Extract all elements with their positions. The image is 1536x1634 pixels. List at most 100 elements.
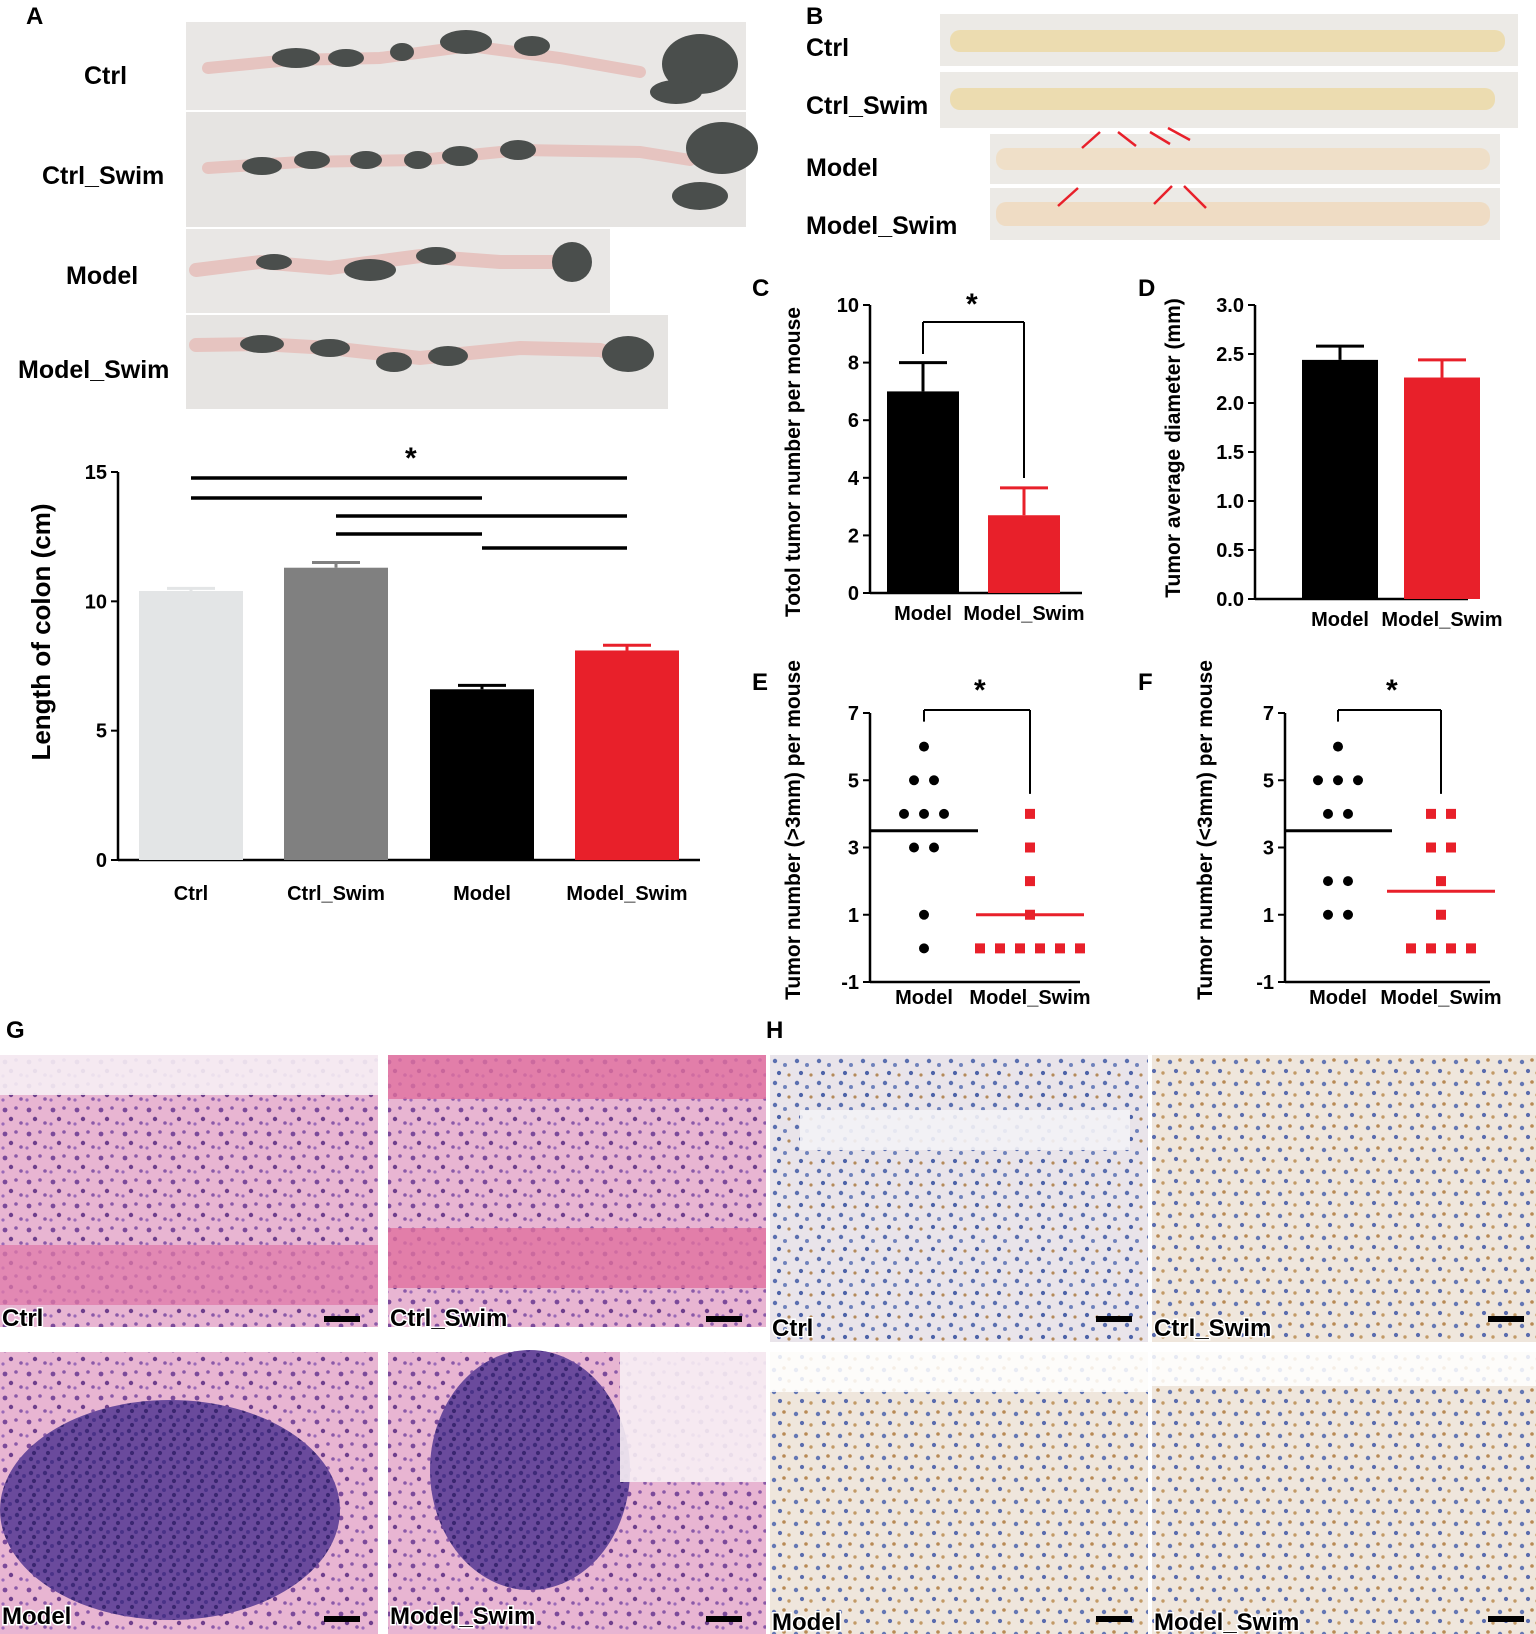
chart-E-point-model <box>929 775 939 786</box>
panel-b-photos: Ctrl Ctrl_Swim Model Model_Swim <box>806 14 1518 240</box>
chart-F-point-model-swim <box>1426 808 1436 819</box>
chart-D-ytick-label: 1.5 <box>1216 442 1244 464</box>
tumor-arrows <box>1057 126 1207 209</box>
he-label-ctrl-swim: Ctrl_Swim <box>390 1305 507 1332</box>
he-label-model: Model <box>2 1603 71 1630</box>
he-ctrl-swim-muscle-2 <box>388 1228 766 1288</box>
chart-E-category-label: Model <box>895 987 953 1009</box>
ihc-model-image <box>770 1352 1148 1634</box>
chart-D-category-label: Model_Swim <box>1381 609 1502 631</box>
chart-A-category-label: Ctrl_Swim <box>287 883 385 905</box>
chart-E-point-model <box>909 842 919 853</box>
chart-D-bar <box>1302 359 1378 599</box>
photo-label-a-model: Model <box>66 262 138 290</box>
chart-F-point-model-swim <box>1426 943 1436 954</box>
chart-F-point-model-swim <box>1446 842 1456 853</box>
panel-a-photos: Ctrl Ctrl_Swim Model Model_Swim <box>18 22 758 409</box>
photo-label-b-ctrl-swim: Ctrl_Swim <box>806 92 928 120</box>
chart-F-point-model <box>1343 876 1353 887</box>
chart-F-ytick-label: 5 <box>1263 770 1274 792</box>
chart-E-point-model <box>919 909 929 920</box>
chart-C-category-label: Model_Swim <box>963 603 1084 625</box>
chart-e-ylabel: Tumor number (>3mm) per mouse <box>782 660 805 1000</box>
photo-label-b-ctrl: Ctrl <box>806 34 849 62</box>
ihc-ctrl-lumen <box>800 1110 1130 1150</box>
chart-E-point-model-swim <box>1025 808 1035 819</box>
panel-letter-e: E <box>752 669 768 696</box>
ihc-model-swim-image <box>1152 1352 1536 1634</box>
scale-bar-h1 <box>1096 1316 1132 1322</box>
chart-E-point-model-swim <box>1035 943 1045 954</box>
chart-A-ytick-label: 15 <box>85 462 107 484</box>
chart-F-ytick-label: 1 <box>1263 905 1274 927</box>
chart-C-ytick-label: 8 <box>848 353 859 375</box>
chart-D-ytick-label: 1.0 <box>1216 491 1244 513</box>
chart-F-point-model-swim <box>1436 909 1446 920</box>
chart-F-point-model <box>1353 775 1363 786</box>
chart-A-ytick-label: 5 <box>96 721 107 743</box>
ihc-ctrl-swim-image <box>1152 1055 1536 1342</box>
chart-F-category-label: Model_Swim <box>1380 987 1501 1009</box>
chart-E-point-model-swim <box>1025 842 1035 853</box>
chart-c-significance: * <box>966 288 978 321</box>
chart-E-point-model-swim <box>975 943 985 954</box>
chart-E-ytick-label: 5 <box>848 770 859 792</box>
chart-F-point-model <box>1343 808 1353 819</box>
panel-g-he: Ctrl Ctrl_Swim Model Model_Swim <box>0 1055 766 1634</box>
chart-F-point-model <box>1343 909 1353 920</box>
stool-a-ctrl <box>272 30 738 104</box>
photo-label-a-model-swim: Model_Swim <box>18 356 169 384</box>
chart-A-ytick-label: 0 <box>96 850 107 872</box>
chart-E-ytick-label: 7 <box>848 703 859 725</box>
chart-E-point-model-swim <box>1075 943 1085 954</box>
stool-a-ctrl-swim <box>242 122 758 210</box>
chart-f-ylabel: Tumor number (<3mm) per mouse <box>1194 660 1217 1000</box>
stool-a-model-swim <box>240 335 654 372</box>
chart-A-category-label: Model <box>453 883 511 905</box>
chart-E-ytick-label: 3 <box>848 838 859 860</box>
chart-F-ytick-label: 3 <box>1263 838 1274 860</box>
chart-E-point-model <box>919 741 929 752</box>
panel-letter-h: H <box>766 1017 783 1044</box>
chart-E-point-model-swim <box>1015 943 1025 954</box>
chart-E-ytick-label: 1 <box>848 905 859 927</box>
chart-C-ytick-label: 0 <box>848 583 859 605</box>
chart-D-category-label: Model <box>1311 609 1369 631</box>
chart-C-ytick-label: 6 <box>848 410 859 432</box>
panel-letter-d: D <box>1138 275 1155 302</box>
chart-D-ytick-label: 2.5 <box>1216 344 1244 366</box>
chart-A-category-label: Ctrl <box>174 883 208 905</box>
he-ctrl-swim-muscle <box>388 1055 766 1099</box>
panel-letter-b: B <box>806 3 823 30</box>
ihc-model-swim-top <box>1152 1352 1536 1386</box>
chart-E-point-model-swim <box>995 943 1005 954</box>
chart-A-category-label: Model_Swim <box>566 883 687 905</box>
photo-label-b-model: Model <box>806 154 878 182</box>
ihc-label-ctrl: Ctrl <box>772 1315 813 1342</box>
chart-e-significance: * <box>974 674 986 707</box>
panel-letter-a: A <box>26 3 43 30</box>
chart-A-bar <box>575 650 679 860</box>
he-label-ctrl: Ctrl <box>2 1305 43 1332</box>
chart-F-point-model-swim <box>1446 943 1456 954</box>
chart-f-tumor-lt3mm: * Tumor number (<3mm) per mouse -1 1 3 5 7 Mo… <box>1194 660 1502 1009</box>
chart-D-ytick-label: 0.0 <box>1216 589 1244 611</box>
chart-D-ytick-label: 3.0 <box>1216 295 1244 317</box>
chart-E-point-model-swim <box>1055 943 1065 954</box>
chart-F-point-model <box>1333 741 1343 752</box>
colon-b-model-swim <box>996 202 1490 226</box>
chart-E-point-model <box>929 842 939 853</box>
chart-E-point-model <box>939 808 949 819</box>
chart-F-point-model <box>1333 775 1343 786</box>
chart-F-point-model-swim <box>1406 943 1416 954</box>
colon-b-model <box>996 148 1490 170</box>
chart-E-point-model <box>919 943 929 954</box>
chart-D-bar <box>1404 377 1480 599</box>
ihc-label-ctrl-swim: Ctrl_Swim <box>1154 1315 1271 1342</box>
chart-F-point-model-swim <box>1466 943 1476 954</box>
chart-E-point-model-swim <box>1025 876 1035 887</box>
chart-F-category-label: Model <box>1309 987 1367 1009</box>
stool-a-model <box>256 242 592 282</box>
chart-C-bar <box>887 391 959 593</box>
chart-e-tumor-gt3mm: * Tumor number (>3mm) per mouse -1 1 3 5 7 Mo… <box>782 660 1091 1009</box>
